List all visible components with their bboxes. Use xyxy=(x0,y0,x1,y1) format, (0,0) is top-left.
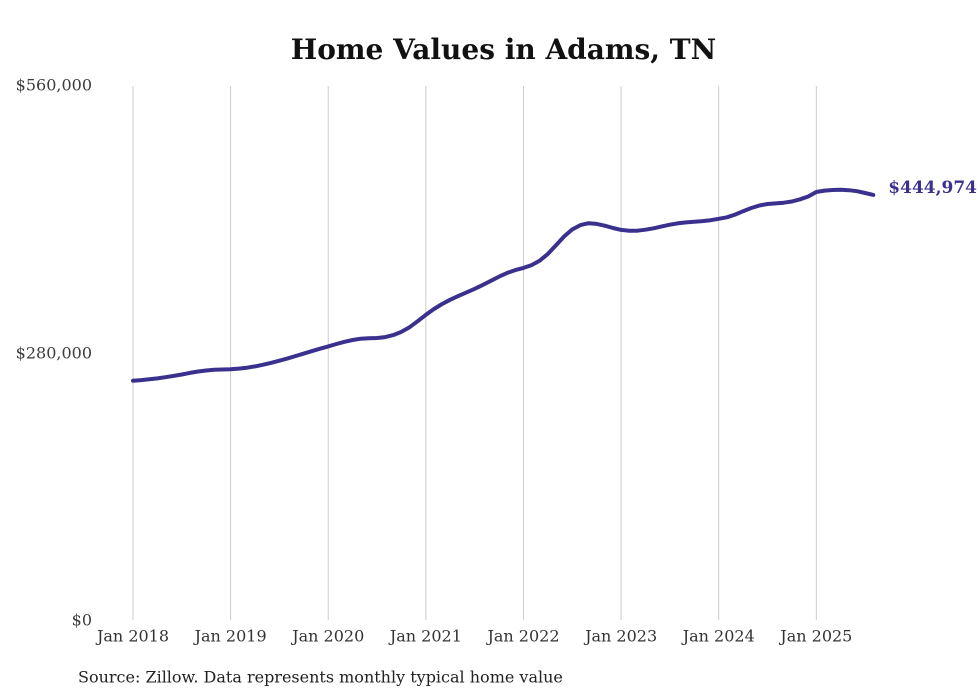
x-tick-label: Jan 2025 xyxy=(780,626,853,646)
x-tick-label: Jan 2021 xyxy=(389,626,462,646)
final-value-label: $444,974 xyxy=(888,177,977,198)
home-value-line xyxy=(131,187,876,383)
y-tick-label: $560,000 xyxy=(15,75,92,95)
chart-title: Home Values in Adams, TN xyxy=(290,33,717,66)
x-tick-label: Jan 2022 xyxy=(487,626,560,646)
x-tick-label: Jan 2024 xyxy=(682,626,755,646)
vertical-gridlines xyxy=(132,86,817,620)
x-tick-label: Jan 2023 xyxy=(585,626,658,646)
y-tick-label: $280,000 xyxy=(15,343,92,362)
source-note: Source: Zillow. Data represents monthly … xyxy=(78,667,563,687)
x-tick-label: Jan 2019 xyxy=(194,626,267,646)
x-tick-label: Jan 2020 xyxy=(292,626,365,646)
x-tick-label: Jan 2018 xyxy=(96,626,170,646)
y-tick-label: $0 xyxy=(71,610,92,630)
